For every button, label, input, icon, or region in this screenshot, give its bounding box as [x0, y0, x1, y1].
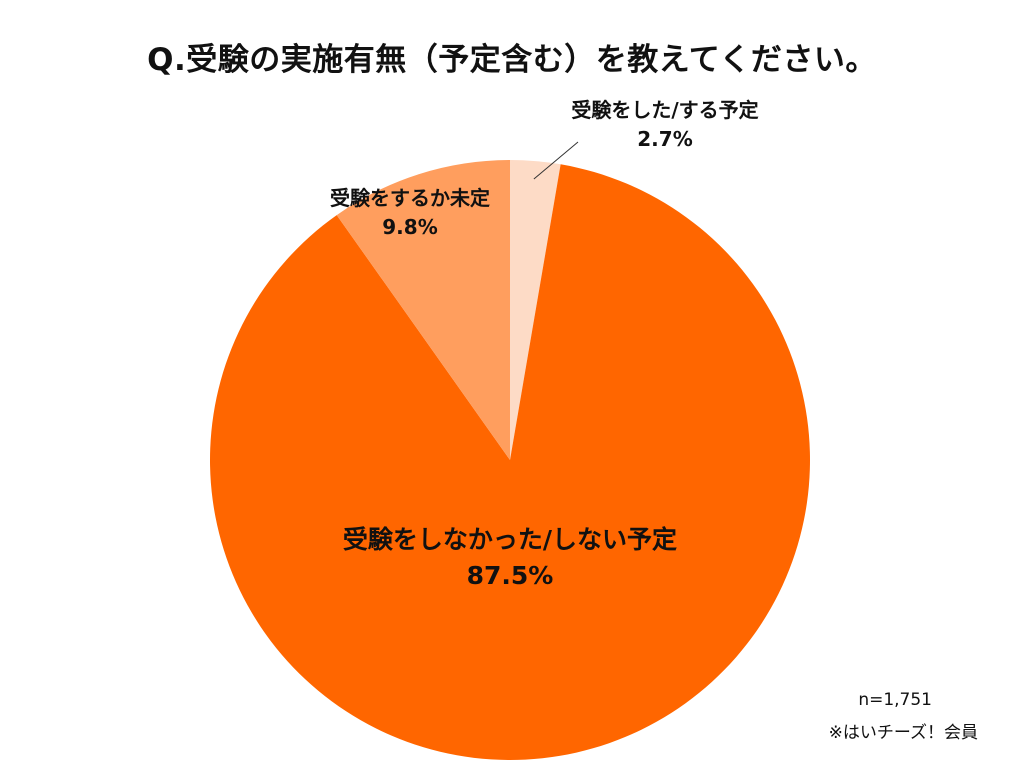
- pie-slice-did-take: [510, 160, 561, 460]
- chart-title: Q.受験の実施有無（予定含む）を教えてください。: [147, 42, 877, 78]
- pie-slice-undecided: [336, 160, 510, 460]
- slice-label-did-take: 受験をした/する予定 2.7%: [520, 96, 810, 154]
- slice-label-did-not-take: 受験をしなかった/しない予定 87.5%: [260, 522, 760, 595]
- slice-percent-undecided: 9.8%: [382, 215, 438, 239]
- slice-label-undecided: 受験をするか未定 9.8%: [280, 184, 540, 242]
- slice-category-did-not-take: 受験をしなかった/しない予定: [342, 525, 678, 554]
- slice-category-did-take: 受験をした/する予定: [571, 98, 759, 122]
- sample-size-note: n=1,751: [858, 690, 932, 710]
- leader-line-did-take: [533, 141, 579, 180]
- slice-percent-did-take: 2.7%: [637, 127, 693, 151]
- slice-percent-did-not-take: 87.5%: [466, 561, 554, 591]
- slice-category-undecided: 受験をするか未定: [330, 186, 490, 210]
- pie-slice-did-not-take: [209, 164, 810, 760]
- source-note: ※はいチーズ！会員: [828, 723, 978, 743]
